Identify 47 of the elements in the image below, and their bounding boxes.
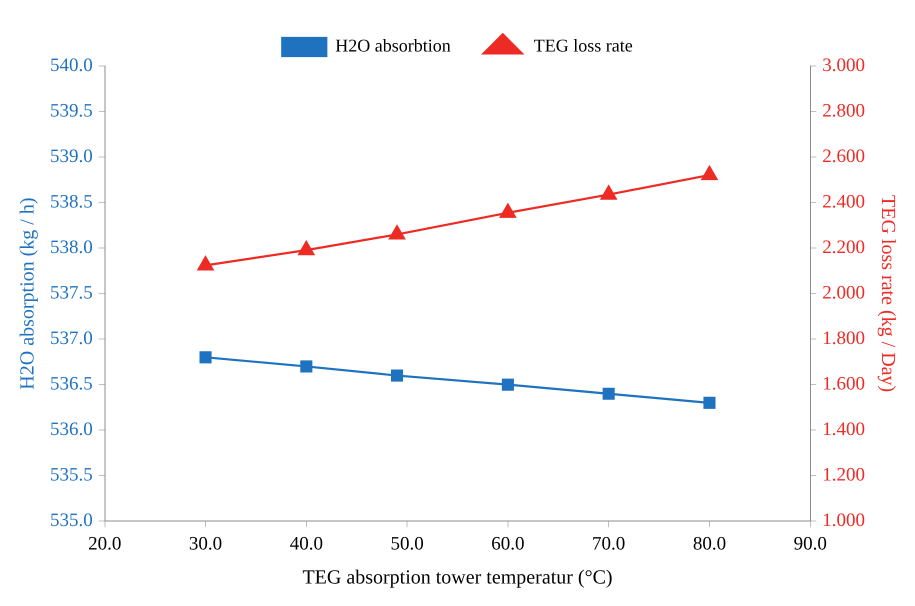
y2-tick-label: 2.800 <box>822 100 865 122</box>
y2-tick-label: 1.800 <box>822 328 865 350</box>
y-tick-label: 539.5 <box>50 100 93 122</box>
x-tick-label: 30.0 <box>188 534 222 555</box>
point <box>701 166 718 180</box>
y-tick-label: 539.0 <box>50 146 93 168</box>
point <box>502 378 514 391</box>
y-tick-label: 537.5 <box>50 282 93 304</box>
x-tick-label: 90.0 <box>794 534 827 555</box>
point <box>602 388 615 400</box>
point <box>298 241 314 256</box>
y-tick-label: 536.0 <box>50 419 93 440</box>
y-tick-label: 537.0 <box>50 328 93 350</box>
x-tick-label: 40.0 <box>290 534 323 555</box>
y2-axis-title: TEG loss rate (kg / Day) <box>876 195 899 392</box>
legend-label: TEG loss rate <box>534 36 633 56</box>
y2-tick-label: 1.200 <box>822 464 865 486</box>
point <box>199 351 212 364</box>
y2-tick-label: 1.000 <box>822 510 865 532</box>
x-tick-label: 50.0 <box>390 534 424 555</box>
y-tick-label: 540.0 <box>50 54 93 76</box>
x-tick-label: 80.0 <box>692 534 726 555</box>
x-axis-title: TEG absorption tower temperatur (°C) <box>302 566 613 588</box>
y2-tick-label: 2.600 <box>822 146 865 168</box>
point <box>703 396 716 409</box>
y-tick-label: 535.0 <box>50 510 93 532</box>
y2-tick-label: 2.400 <box>822 192 865 213</box>
y2-tick-label: 2.200 <box>822 237 865 258</box>
legend-label: H2O absorbtion <box>335 36 451 56</box>
y-tick-label: 535.5 <box>50 464 93 486</box>
point <box>500 204 516 218</box>
y-axis-title: H2O absorption (kg / h) <box>16 198 38 390</box>
x-tick-label: 70.0 <box>592 534 626 555</box>
point <box>600 185 617 200</box>
y-tick-label: 536.5 <box>50 374 93 395</box>
point <box>389 225 406 240</box>
x-tick-label: 20.0 <box>88 534 122 555</box>
y2-tick-label: 1.400 <box>822 419 865 440</box>
y-tick-label: 538.5 <box>50 192 93 213</box>
y2-tick-label: 1.600 <box>822 374 865 395</box>
x-tick-label: 60.0 <box>491 534 525 555</box>
point <box>390 369 404 382</box>
y-tick-label: 538.0 <box>50 237 93 258</box>
y2-tick-label: 2.000 <box>822 282 865 304</box>
y2-tick-label: 3.000 <box>822 54 865 76</box>
point <box>198 256 214 270</box>
point <box>300 360 312 372</box>
